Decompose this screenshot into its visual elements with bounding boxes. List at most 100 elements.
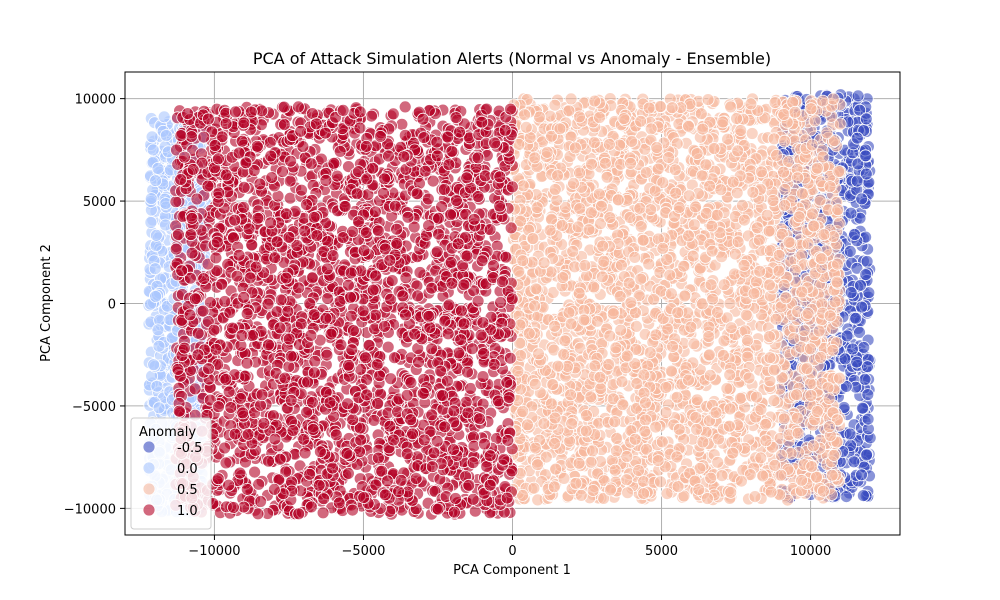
point-0.5 bbox=[828, 295, 842, 309]
point-0.0 bbox=[150, 379, 164, 393]
point-0.0 bbox=[149, 228, 163, 242]
point-0.0 bbox=[151, 161, 165, 175]
point--0.5 bbox=[858, 372, 872, 386]
point-0.5 bbox=[634, 220, 648, 234]
point-0.5 bbox=[672, 201, 686, 214]
point-0.5 bbox=[806, 207, 819, 221]
point-0.5 bbox=[801, 306, 815, 320]
point-0.5 bbox=[804, 389, 818, 402]
point-0.5 bbox=[607, 307, 620, 321]
point--0.5 bbox=[853, 325, 866, 339]
point-0.5 bbox=[660, 253, 674, 267]
point-0.5 bbox=[750, 221, 764, 235]
point-0.5 bbox=[569, 476, 583, 490]
point-0.5 bbox=[701, 93, 715, 106]
point-0.5 bbox=[723, 402, 737, 416]
point-0.5 bbox=[592, 187, 606, 201]
point-0.5 bbox=[791, 411, 804, 425]
point-0.5 bbox=[797, 324, 811, 338]
point-0.5 bbox=[584, 455, 598, 469]
point--0.5 bbox=[855, 468, 868, 482]
point-0.5 bbox=[547, 480, 561, 494]
point--0.5 bbox=[859, 112, 873, 126]
point-0.5 bbox=[795, 473, 808, 487]
point-0.0 bbox=[149, 174, 163, 188]
point-0.5 bbox=[804, 377, 817, 391]
point-0.5 bbox=[703, 179, 716, 193]
point-0.5 bbox=[625, 134, 639, 148]
point-0.5 bbox=[611, 193, 625, 207]
point-0.5 bbox=[720, 382, 734, 395]
point-0.5 bbox=[812, 324, 826, 338]
point-0.5 bbox=[750, 390, 763, 404]
point-0.5 bbox=[792, 210, 806, 224]
point--0.5 bbox=[851, 157, 865, 171]
point-0.5 bbox=[759, 434, 773, 448]
point-0.5 bbox=[710, 208, 724, 222]
point-0.5 bbox=[639, 396, 652, 410]
point-0.5 bbox=[588, 94, 602, 108]
point-0.5 bbox=[778, 134, 791, 148]
point-0.5 bbox=[670, 390, 684, 404]
point-0.0 bbox=[159, 129, 173, 142]
point-0.5 bbox=[610, 444, 623, 458]
point-0.5 bbox=[586, 444, 599, 458]
point-0.0 bbox=[148, 262, 162, 276]
point-0.5 bbox=[777, 278, 791, 292]
point-0.5 bbox=[700, 206, 713, 220]
point-0.5 bbox=[572, 286, 586, 300]
point-0.5 bbox=[622, 276, 636, 290]
point-0.5 bbox=[628, 432, 642, 446]
point-0.5 bbox=[813, 193, 827, 207]
point-0.5 bbox=[706, 292, 719, 306]
point--0.5 bbox=[860, 448, 873, 462]
point-0.5 bbox=[677, 259, 691, 273]
point-0.5 bbox=[582, 223, 596, 237]
point-0.5 bbox=[548, 98, 562, 112]
point-0.5 bbox=[705, 244, 719, 258]
point-0.5 bbox=[548, 437, 561, 450]
point-0.5 bbox=[548, 411, 562, 425]
point-0.5 bbox=[572, 456, 586, 470]
point-0.5 bbox=[557, 471, 571, 485]
point-0.5 bbox=[737, 258, 751, 272]
point-0.5 bbox=[642, 101, 656, 115]
point-0.5 bbox=[665, 101, 679, 115]
point--0.5 bbox=[840, 329, 854, 343]
point-0.5 bbox=[569, 141, 582, 155]
point-0.5 bbox=[516, 405, 530, 418]
point-0.5 bbox=[636, 233, 650, 247]
point-0.5 bbox=[723, 419, 736, 433]
point-0.0 bbox=[151, 323, 165, 337]
point-0.5 bbox=[796, 187, 809, 201]
point--0.5 bbox=[850, 131, 864, 145]
point-0.5 bbox=[711, 455, 725, 469]
point-0.5 bbox=[716, 115, 730, 129]
point-0.5 bbox=[647, 293, 660, 306]
point-0.5 bbox=[705, 219, 719, 233]
point-0.0 bbox=[157, 110, 171, 124]
point-0.5 bbox=[816, 150, 830, 164]
point-0.5 bbox=[703, 348, 716, 362]
point-0.5 bbox=[521, 418, 534, 432]
point-0.5 bbox=[704, 278, 718, 292]
point-0.5 bbox=[532, 347, 545, 361]
point-0.5 bbox=[715, 469, 729, 483]
point-0.0 bbox=[144, 216, 158, 229]
point-0.5 bbox=[717, 278, 731, 292]
point-0.5 bbox=[755, 165, 768, 179]
point-0.5 bbox=[616, 398, 630, 412]
point-0.5 bbox=[825, 468, 839, 482]
point-0.5 bbox=[642, 257, 656, 271]
point-0.5 bbox=[668, 163, 682, 177]
point-0.5 bbox=[594, 382, 607, 396]
point-0.5 bbox=[728, 267, 741, 281]
point--0.5 bbox=[861, 412, 875, 426]
point-0.5 bbox=[695, 169, 709, 183]
scatter-points bbox=[142, 88, 877, 521]
point-0.5 bbox=[637, 487, 650, 501]
point-0.5 bbox=[548, 183, 562, 196]
point-0.5 bbox=[615, 375, 629, 389]
point-0.5 bbox=[752, 233, 766, 247]
point-0.5 bbox=[550, 193, 564, 207]
